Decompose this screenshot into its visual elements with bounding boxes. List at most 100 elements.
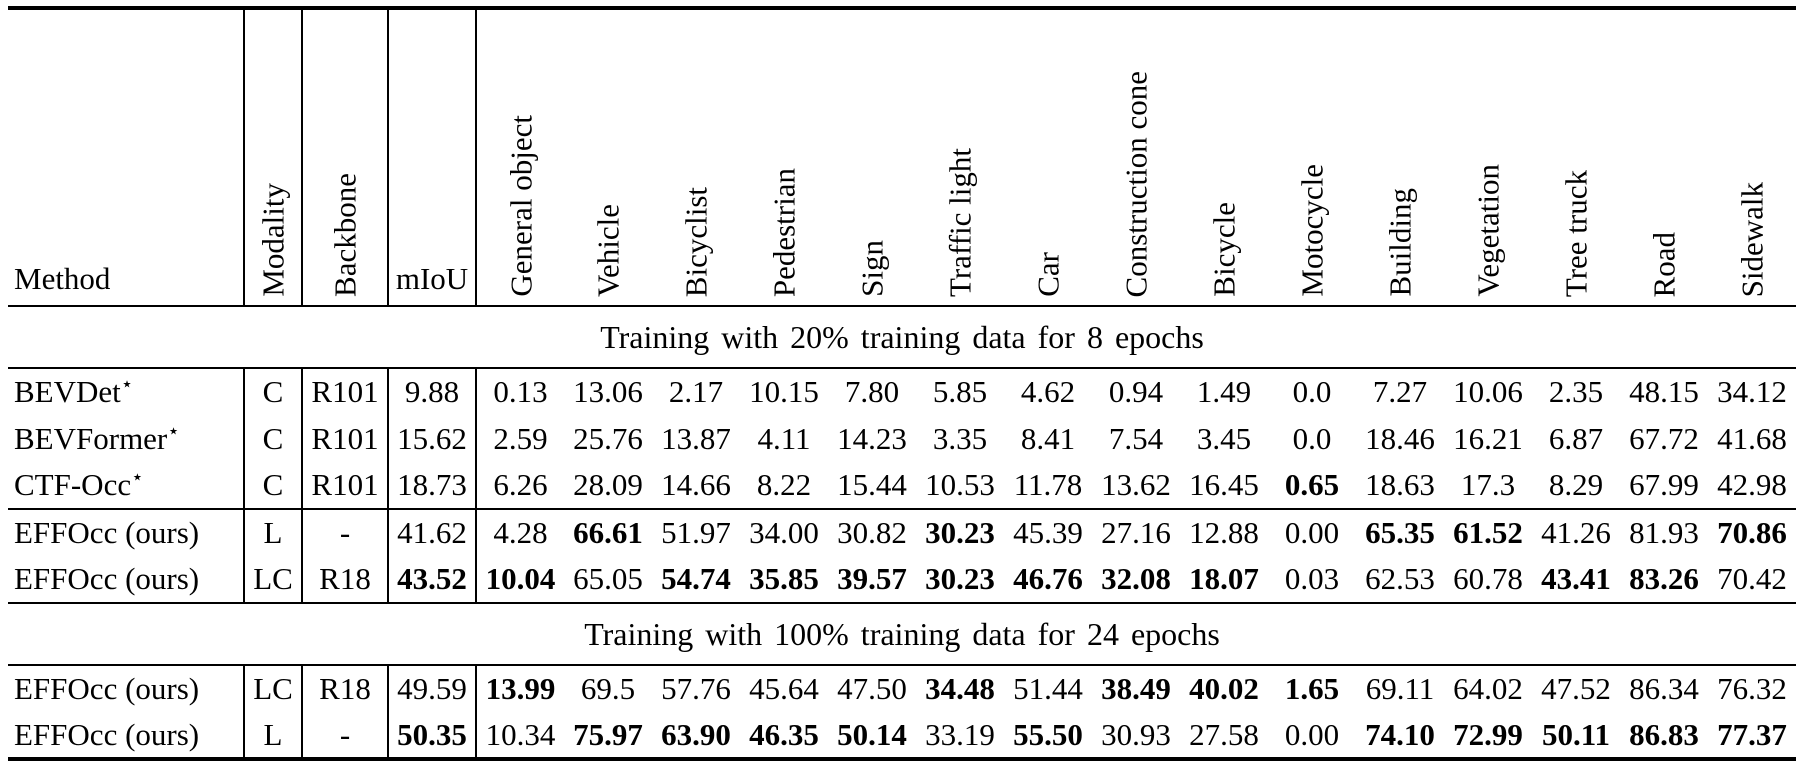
cell-value: 39.57 xyxy=(837,561,907,596)
table-row: CTF-Occ⋆ C R101 18.73 6.26 28.09 14.66 8.22 15.4… xyxy=(8,462,1796,509)
cell-value: 67.72 xyxy=(1629,420,1699,456)
cell-value: 4.62 xyxy=(1020,374,1076,409)
cell-value: 2.17 xyxy=(668,374,724,409)
row-group: EFFOcc (ours) L -41.62 4.28 66.61 51.97 34.00 3… xyxy=(8,509,1796,603)
miou-value: 50.35 xyxy=(388,712,477,759)
cell-value: 30.23 xyxy=(925,515,995,550)
star-marker: ⋆ xyxy=(167,420,180,443)
cell-value: 2.59 xyxy=(493,420,548,456)
cell-value: 69.11 xyxy=(1365,671,1435,706)
miou-value: 49.59 xyxy=(388,665,477,712)
cell-value: 41.26 xyxy=(1541,515,1611,550)
cell-value: 10.04 xyxy=(485,561,556,596)
cell-value: 27.16 xyxy=(1101,515,1171,550)
cell-value: 51.97 xyxy=(661,515,731,550)
cell-value: 30.93 xyxy=(1101,716,1171,752)
cell-value: 0.00 xyxy=(1284,515,1340,550)
method-label: EFFOcc (ours) xyxy=(14,671,200,706)
cell-value: 3.35 xyxy=(932,420,988,456)
method-label: BEVDet xyxy=(14,374,121,409)
cell-value: 10.34 xyxy=(485,716,556,752)
cell-value: 72.99 xyxy=(1453,716,1523,752)
cell-value: 33.19 xyxy=(925,716,995,752)
column-header-class: Construction cone xyxy=(1118,70,1154,297)
cell-value: 25.76 xyxy=(573,420,643,456)
miou-value: 43.52 xyxy=(388,556,477,603)
cell-value: 86.83 xyxy=(1629,716,1699,752)
cell-value: 0.94 xyxy=(1108,374,1164,409)
cell-value: 0.03 xyxy=(1284,561,1340,596)
cell-value: 17.3 xyxy=(1460,467,1516,502)
cell-value: 8.41 xyxy=(1020,420,1076,456)
cell-value: 30.82 xyxy=(837,515,907,550)
table-row: EFFOcc (ours) LC R18 49.59 13.99 69.5 57.76 45.… xyxy=(8,665,1796,712)
header-row: Method Modality Backbone mIoU General ob… xyxy=(8,8,1796,306)
section-title: Training with 100% training data for 24 … xyxy=(584,615,1220,652)
cell-value: 65.35 xyxy=(1365,515,1435,550)
column-header-class: Tree truck xyxy=(1558,169,1594,297)
cell-value: 41.68 xyxy=(1717,420,1787,456)
cell-value: 75.97 xyxy=(573,716,643,752)
cell-value: 81.93 xyxy=(1629,515,1699,550)
method-name: EFFOcc (ours) xyxy=(8,665,245,712)
cell-value: 0.0 xyxy=(1292,420,1332,456)
cell-value: 86.34 xyxy=(1629,671,1699,706)
cell-value: 0.0 xyxy=(1292,374,1332,409)
cell-value: 14.66 xyxy=(661,467,731,502)
column-header-miou: mIoU xyxy=(388,8,477,306)
cell-value: 83.26 xyxy=(1629,561,1699,596)
column-header-class: Sidewalk xyxy=(1734,181,1770,297)
cell-value: 63.90 xyxy=(661,716,731,752)
section-title-group: Training with 20% training data for 8 ep… xyxy=(8,306,1796,368)
cell-value: 40.02 xyxy=(1189,671,1259,706)
column-header-class: Building xyxy=(1382,188,1418,297)
cell-value: 74.10 xyxy=(1365,716,1435,752)
cell-value: 13.87 xyxy=(661,420,731,456)
column-header-modality: Modality xyxy=(244,8,303,306)
cell-value: 48.15 xyxy=(1629,374,1699,409)
cell-value: 69.5 xyxy=(580,671,636,706)
method-name: EFFOcc (ours) xyxy=(8,556,245,603)
table-row: EFFOcc (ours) LC R18 43.52 10.04 65.05 54.74 35… xyxy=(8,556,1796,603)
cell-value: 77.37 xyxy=(1717,716,1787,752)
column-header-method: Method xyxy=(8,8,245,306)
modality-value: LC xyxy=(244,556,303,603)
method-label: CTF-Occ xyxy=(14,467,132,502)
column-header-class: Car xyxy=(1030,252,1066,297)
cell-value: 6.26 xyxy=(493,467,548,502)
row-group: EFFOcc (ours) LC R18 49.59 13.99 69.5 57.76 45.… xyxy=(8,665,1796,759)
cell-value: 62.53 xyxy=(1365,561,1435,596)
column-header-class: Motocycle xyxy=(1294,164,1330,297)
method-label: EFFOcc (ours) xyxy=(14,515,200,550)
cell-value: 7.80 xyxy=(844,374,900,409)
cell-value: 76.32 xyxy=(1717,671,1787,706)
results-table: Method Modality Backbone mIoU General ob… xyxy=(8,6,1796,761)
method-name: CTF-Occ⋆ xyxy=(8,462,245,509)
cell-value: 61.52 xyxy=(1453,515,1523,550)
backbone-value: R18 xyxy=(302,556,389,603)
cell-value: 57.76 xyxy=(661,671,731,706)
method-label: EFFOcc (ours) xyxy=(14,561,200,596)
modality-value: C xyxy=(244,415,303,462)
cell-value: 30.23 xyxy=(925,561,995,596)
cell-value: 13.06 xyxy=(573,374,643,409)
method-name: BEVDet⋆ xyxy=(8,368,245,415)
method-label: BEVFormer xyxy=(14,420,168,456)
column-header-class: Bicycle xyxy=(1206,202,1242,297)
column-header-class: Bicyclist xyxy=(678,186,714,297)
cell-value: 50.11 xyxy=(1541,716,1611,752)
cell-value: 13.62 xyxy=(1101,467,1171,502)
star-marker: ⋆ xyxy=(120,373,134,396)
cell-value: 50.14 xyxy=(837,716,907,752)
method-label: EFFOcc (ours) xyxy=(14,716,200,752)
cell-value: 7.27 xyxy=(1372,374,1428,409)
cell-value: 46.76 xyxy=(1013,561,1083,596)
column-header-class: Road xyxy=(1646,231,1682,297)
cell-value: 35.85 xyxy=(749,561,819,596)
backbone-value: R101 xyxy=(302,415,389,462)
modality-value: LC xyxy=(244,665,303,712)
miou-value: 18.73 xyxy=(388,462,477,509)
cell-value: 7.54 xyxy=(1108,420,1164,456)
cell-value: 8.22 xyxy=(756,467,812,502)
backbone-value: - xyxy=(302,509,389,556)
